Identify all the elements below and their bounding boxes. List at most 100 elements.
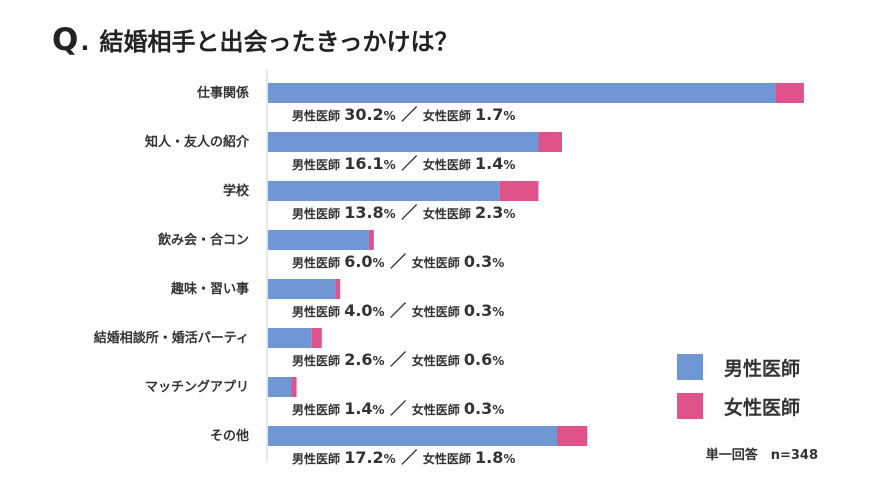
percent-unit: % <box>373 305 385 319</box>
bar-male-doctor <box>268 328 312 348</box>
separator: ／ <box>385 252 412 271</box>
legend-swatch-male <box>677 354 703 380</box>
male-value: 16.1 <box>344 154 383 173</box>
male-value: 4.0 <box>344 301 372 320</box>
female-value: 0.6 <box>464 350 492 369</box>
bar-female-doctor <box>556 426 588 446</box>
bar-male-doctor <box>268 132 539 152</box>
female-prefix: 女性医師 <box>412 353 464 368</box>
female-prefix: 女性医師 <box>423 451 475 466</box>
bar-female-doctor <box>291 377 297 397</box>
female-prefix: 女性医師 <box>412 304 464 319</box>
percent-unit: % <box>373 256 385 270</box>
percent-unit: % <box>492 305 504 319</box>
bar-male-doctor <box>268 83 776 103</box>
bar-female-doctor <box>775 83 804 103</box>
female-prefix: 女性医師 <box>423 206 475 221</box>
female-prefix: 女性医師 <box>412 402 464 417</box>
bar-female-doctor <box>311 328 322 348</box>
percent-unit: % <box>492 256 504 270</box>
male-value: 6.0 <box>344 252 372 271</box>
bar-male-doctor <box>268 279 336 299</box>
separator: ／ <box>385 350 412 369</box>
chart-title: Q. 結婚相手と出会ったきっかけは？ <box>52 22 459 58</box>
male-value: 13.8 <box>344 203 383 222</box>
separator: ／ <box>385 399 412 418</box>
percent-unit: % <box>492 403 504 417</box>
male-prefix: 男性医師 <box>292 353 344 368</box>
separator: ／ <box>396 105 423 124</box>
category-label: 趣味・習い事 <box>170 281 249 297</box>
title-q-mark: Q <box>52 22 79 58</box>
percent-unit: % <box>373 403 385 417</box>
bar-male-doctor <box>268 181 500 201</box>
female-value: 0.3 <box>464 399 492 418</box>
bar-male-doctor <box>268 230 369 250</box>
female-value: 1.7 <box>475 105 503 124</box>
percent-unit: % <box>373 354 385 368</box>
legend-label-male: 男性医師 <box>724 357 800 380</box>
male-prefix: 男性医師 <box>292 255 344 270</box>
percent-unit: % <box>384 158 396 172</box>
value-label: 男性医師 2.6% ／ 女性医師 0.6% <box>292 350 504 369</box>
male-prefix: 男性医師 <box>292 304 344 319</box>
value-label: 男性医師 6.0% ／ 女性医師 0.3% <box>292 252 504 271</box>
value-label: 男性医師 17.2% ／ 女性医師 1.8% <box>292 448 515 467</box>
male-prefix: 男性医師 <box>292 206 344 221</box>
title-period: . <box>80 28 90 56</box>
category-label: マッチングアプリ <box>145 379 249 395</box>
bar-female-doctor <box>499 181 539 201</box>
female-value: 1.8 <box>475 448 503 467</box>
male-prefix: 男性医師 <box>292 451 344 466</box>
bar-male-doctor <box>268 426 557 446</box>
category-label: その他 <box>210 428 249 444</box>
legend-swatch-female <box>677 393 703 419</box>
male-value: 2.6 <box>344 350 372 369</box>
male-value: 17.2 <box>344 448 383 467</box>
male-prefix: 男性医師 <box>292 108 344 123</box>
separator: ／ <box>396 203 423 222</box>
percent-unit: % <box>384 207 396 221</box>
category-label: 結婚相談所・婚活パーティ <box>94 330 249 346</box>
category-label: 仕事関係 <box>196 85 249 101</box>
percent-unit: % <box>384 109 396 123</box>
bar-female-doctor <box>368 230 374 250</box>
male-prefix: 男性医師 <box>292 402 344 417</box>
percent-unit: % <box>503 207 515 221</box>
title-question: 結婚相手と出会ったきっかけは？ <box>99 28 459 56</box>
percent-unit: % <box>503 158 515 172</box>
female-prefix: 女性医師 <box>423 108 475 123</box>
bar-female-doctor <box>538 132 562 152</box>
female-value: 0.3 <box>464 301 492 320</box>
percent-unit: % <box>503 452 515 466</box>
female-prefix: 女性医師 <box>423 157 475 172</box>
value-label: 男性医師 1.4% ／ 女性医師 0.3% <box>292 399 504 418</box>
category-label: 知人・友人の紹介 <box>145 134 250 150</box>
separator: ／ <box>396 154 423 173</box>
legend-label-female: 女性医師 <box>724 396 800 419</box>
separator: ／ <box>385 301 412 320</box>
percent-unit: % <box>492 354 504 368</box>
female-prefix: 女性医師 <box>412 255 464 270</box>
male-value: 1.4 <box>344 399 372 418</box>
value-label: 男性医師 13.8% ／ 女性医師 2.3% <box>292 203 515 222</box>
value-label: 男性医師 30.2% ／ 女性医師 1.7% <box>292 105 515 124</box>
bar-male-doctor <box>268 377 292 397</box>
male-value: 30.2 <box>344 105 383 124</box>
bar-female-doctor <box>335 279 341 299</box>
percent-unit: % <box>384 452 396 466</box>
percent-unit: % <box>503 109 515 123</box>
separator: ／ <box>396 448 423 467</box>
female-value: 0.3 <box>464 252 492 271</box>
value-label: 男性医師 4.0% ／ 女性医師 0.3% <box>292 301 504 320</box>
value-label: 男性医師 16.1% ／ 女性医師 1.4% <box>292 154 515 173</box>
male-prefix: 男性医師 <box>292 157 344 172</box>
female-value: 1.4 <box>475 154 503 173</box>
sample-footnote: 単一回答 n=348 <box>706 447 818 463</box>
category-label: 飲み会・合コン <box>157 232 249 248</box>
category-label: 学校 <box>223 183 250 199</box>
female-value: 2.3 <box>475 203 503 222</box>
